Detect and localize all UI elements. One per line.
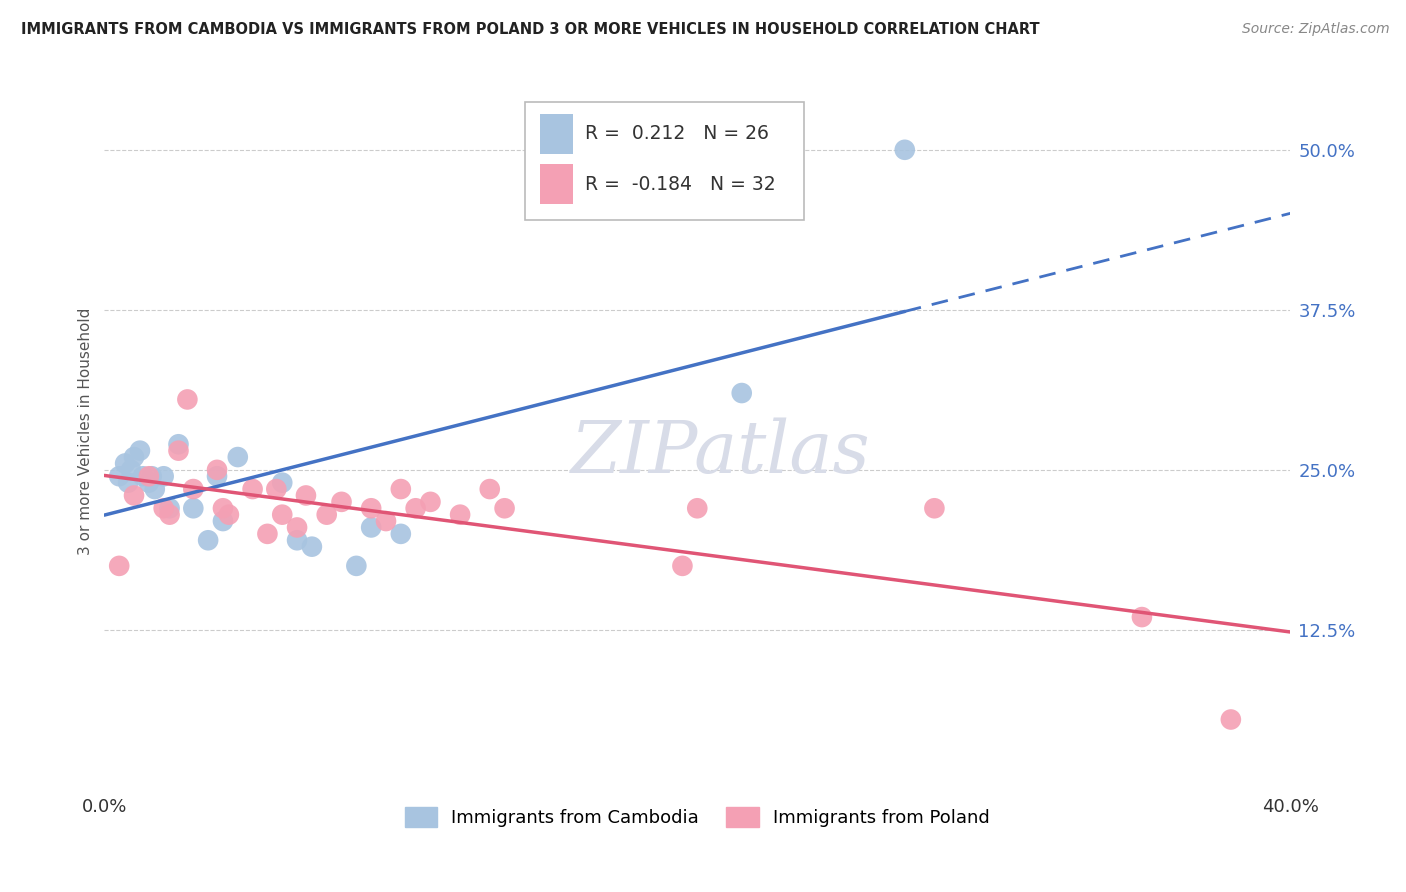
- Point: [167, 443, 190, 458]
- Point: [449, 508, 471, 522]
- Point: [129, 443, 152, 458]
- Point: [285, 533, 308, 548]
- FancyBboxPatch shape: [526, 102, 804, 220]
- Point: [167, 437, 190, 451]
- Point: [295, 488, 318, 502]
- Point: [1130, 610, 1153, 624]
- Point: [176, 392, 198, 407]
- Point: [360, 520, 382, 534]
- Point: [405, 501, 427, 516]
- Point: [212, 514, 235, 528]
- Point: [375, 514, 398, 528]
- Point: [924, 501, 946, 516]
- Point: [152, 469, 174, 483]
- Point: [360, 501, 382, 516]
- Point: [132, 469, 155, 483]
- Point: [271, 475, 294, 490]
- Point: [330, 495, 353, 509]
- Point: [686, 501, 709, 516]
- Point: [181, 482, 204, 496]
- Point: [181, 501, 204, 516]
- Y-axis label: 3 or more Vehicles in Household: 3 or more Vehicles in Household: [79, 308, 93, 555]
- Point: [122, 450, 145, 464]
- Point: [389, 527, 412, 541]
- Point: [285, 520, 308, 534]
- Point: [671, 558, 693, 573]
- Point: [242, 482, 264, 496]
- Point: [894, 143, 917, 157]
- Point: [114, 457, 136, 471]
- Point: [108, 469, 131, 483]
- Point: [159, 501, 181, 516]
- Point: [143, 482, 166, 496]
- Point: [122, 488, 145, 502]
- Point: [218, 508, 240, 522]
- Point: [256, 527, 278, 541]
- Point: [731, 386, 754, 401]
- Point: [138, 469, 160, 483]
- Text: R =  -0.184   N = 32: R = -0.184 N = 32: [585, 175, 775, 194]
- Point: [494, 501, 516, 516]
- Text: Source: ZipAtlas.com: Source: ZipAtlas.com: [1241, 22, 1389, 37]
- Bar: [540, 114, 572, 153]
- Point: [141, 469, 163, 483]
- Point: [117, 475, 139, 490]
- Point: [315, 508, 337, 522]
- Point: [152, 501, 174, 516]
- Point: [301, 540, 323, 554]
- Point: [271, 508, 294, 522]
- Point: [212, 501, 235, 516]
- Point: [108, 558, 131, 573]
- Point: [419, 495, 441, 509]
- Text: IMMIGRANTS FROM CAMBODIA VS IMMIGRANTS FROM POLAND 3 OR MORE VEHICLES IN HOUSEHO: IMMIGRANTS FROM CAMBODIA VS IMMIGRANTS F…: [21, 22, 1039, 37]
- Point: [389, 482, 412, 496]
- Point: [138, 475, 160, 490]
- Point: [205, 463, 228, 477]
- Text: R =  0.212   N = 26: R = 0.212 N = 26: [585, 124, 769, 144]
- Point: [159, 508, 181, 522]
- Point: [266, 482, 288, 496]
- Point: [120, 463, 142, 477]
- Point: [205, 469, 228, 483]
- Legend: Immigrants from Cambodia, Immigrants from Poland: Immigrants from Cambodia, Immigrants fro…: [398, 799, 997, 835]
- Point: [1219, 713, 1241, 727]
- Point: [478, 482, 501, 496]
- Point: [226, 450, 249, 464]
- Bar: [540, 164, 572, 203]
- Point: [344, 558, 367, 573]
- Point: [197, 533, 219, 548]
- Text: ZIPatlas: ZIPatlas: [571, 417, 870, 488]
